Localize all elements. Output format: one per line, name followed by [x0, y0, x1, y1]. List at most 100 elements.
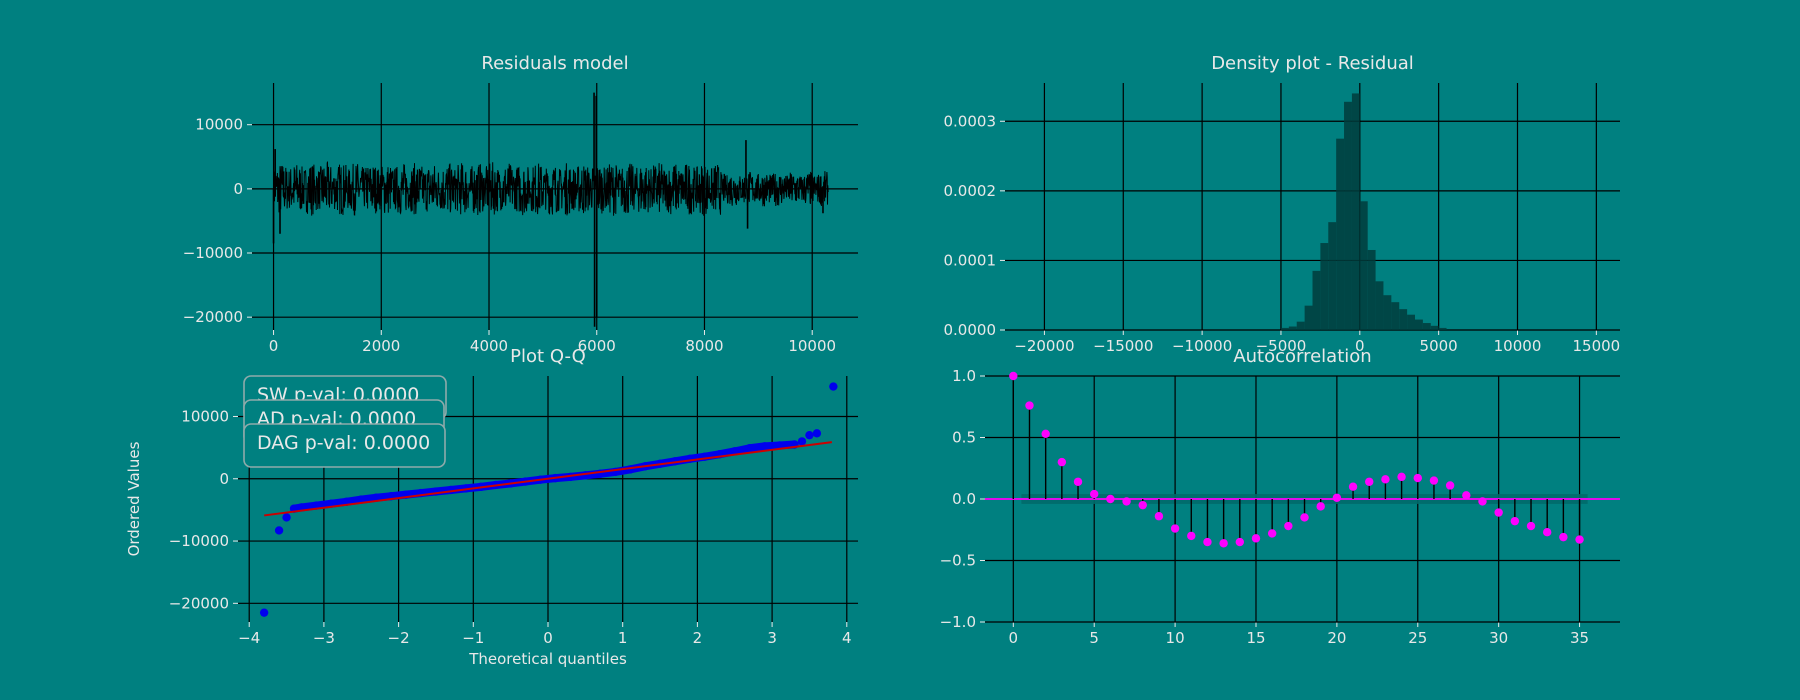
- histogram-bar: [1391, 302, 1400, 330]
- y-tick-label: 0: [233, 180, 243, 198]
- histogram-bar: [1415, 319, 1423, 330]
- qq-point-band: [775, 440, 799, 450]
- stats-label: DAG p-val: 0.0000: [257, 432, 430, 454]
- y-tick-label: 0: [219, 470, 229, 488]
- x-tick-label: 10: [1166, 629, 1185, 647]
- x-tick-label: 8000: [685, 337, 723, 355]
- histogram-bar: [1344, 101, 1352, 330]
- x-tick-label: 0: [543, 629, 553, 647]
- acf-marker: [1267, 529, 1277, 538]
- x-tick-label: 1: [618, 629, 628, 647]
- acf-marker: [1332, 493, 1342, 502]
- acf-marker: [1462, 491, 1471, 500]
- acf-marker: [1251, 534, 1261, 543]
- acf-marker: [1284, 521, 1293, 531]
- histogram-bar: [1383, 295, 1392, 330]
- histogram-bar: [1351, 93, 1360, 331]
- acf-marker: [1575, 535, 1584, 544]
- qq-fit-line: [264, 441, 832, 517]
- acf-marker: [1365, 477, 1374, 486]
- acf-marker: [1445, 481, 1455, 490]
- x-tick-label: 3: [767, 629, 777, 647]
- y-tick-label: 0.0001: [944, 251, 997, 269]
- chart-title: Density plot - Residual: [1211, 53, 1414, 74]
- chart-title: Plot Q-Q: [510, 346, 586, 367]
- qq-axes: −4 −3 −2 −1 0 1 2 3 4 −20000 −10000 0 10000 Plot Q-Q T…: [125, 346, 858, 668]
- x-tick-label: 25: [1408, 629, 1427, 647]
- x-tick-label: 0: [1009, 629, 1019, 647]
- histogram-bar: [1407, 314, 1415, 330]
- qq-point: [805, 430, 814, 440]
- x-tick-label: 6000: [578, 337, 616, 355]
- y-tick-label: 0.5: [952, 429, 976, 447]
- x-tick-label: −3: [313, 629, 335, 647]
- y-tick-label: 10000: [195, 116, 243, 134]
- acf-marker: [1413, 473, 1422, 483]
- acf-marker: [1122, 497, 1131, 506]
- qq-point: [274, 526, 284, 535]
- y-tick-label: −10000: [183, 244, 243, 262]
- y-tick-label: 10000: [181, 407, 229, 425]
- chart-title: Autocorrelation: [1233, 346, 1371, 367]
- acf-marker: [1510, 516, 1520, 526]
- x-tick-label: −10000: [1172, 337, 1232, 355]
- x-tick-label: −4: [238, 629, 260, 647]
- qq-point: [259, 608, 269, 617]
- histogram-bar: [1359, 201, 1368, 330]
- acf-marker: [1041, 429, 1050, 439]
- acf-marker: [1542, 528, 1552, 537]
- density-axes: −20000 −15000 −10000 −5000 0 5000 10000 15000 0.…: [944, 53, 1621, 355]
- acf-marker: [1154, 512, 1164, 521]
- acf-marker: [1009, 371, 1018, 381]
- chart-title: Residuals model: [481, 53, 628, 74]
- acf-marker: [1170, 524, 1180, 533]
- acf-marker: [1073, 477, 1083, 486]
- x-tick-label: 2: [693, 629, 703, 647]
- x-tick-label: 15: [1246, 629, 1265, 647]
- x-tick-label: 30: [1489, 629, 1508, 647]
- acf-marker: [1138, 500, 1147, 510]
- histogram-bar: [1399, 309, 1408, 330]
- y-tick-label: 1.0: [952, 367, 976, 385]
- histogram-bar: [1304, 305, 1313, 330]
- acf-marker: [1300, 513, 1309, 522]
- acf-marker: [1187, 531, 1196, 541]
- y-tick-label: −0.5: [940, 552, 976, 570]
- histogram-bar: [1280, 327, 1289, 330]
- x-tick-label: 20: [1327, 629, 1346, 647]
- acf-marker: [1559, 532, 1568, 542]
- y-tick-label: −1.0: [940, 613, 976, 631]
- histogram-bar: [1438, 327, 1447, 330]
- x-tick-label: −15000: [1093, 337, 1153, 355]
- histogram-bar: [1430, 325, 1439, 330]
- x-tick-label: −5000: [1256, 337, 1307, 355]
- y-tick-label: −10000: [169, 532, 229, 550]
- acf-marker: [1203, 537, 1212, 547]
- histogram-bar: [1367, 249, 1376, 330]
- acf-axes: 0 5 10 15 20 25 30 35 −1.0 −0.5 0.0 0.5 1.0 Autocorre…: [940, 346, 1620, 647]
- x-tick-label: 2000: [362, 337, 400, 355]
- x-tick-label: −1: [462, 629, 484, 647]
- y-tick-label: −20000: [169, 594, 229, 612]
- histogram-bar: [1336, 138, 1345, 330]
- histogram-bar: [1328, 222, 1337, 330]
- acf-marker: [1219, 539, 1228, 548]
- acf-marker: [1348, 482, 1358, 491]
- x-tick-label: 0: [1355, 337, 1365, 355]
- histogram-bar: [1320, 243, 1329, 330]
- residuals-axes: 0 2000 4000 6000 8000 10000 −20000 −10000 0 10000…: [183, 53, 858, 355]
- acf-marker: [1478, 497, 1487, 506]
- acf-marker: [1316, 502, 1325, 511]
- acf-marker: [1090, 489, 1099, 499]
- x-tick-label: 15000: [1572, 337, 1620, 355]
- y-axis-label: Ordered Values: [125, 441, 143, 556]
- x-tick-label: 10000: [1494, 337, 1542, 355]
- histogram-bar: [1296, 321, 1305, 330]
- histogram-bar: [1422, 323, 1431, 330]
- qq-point: [812, 429, 822, 438]
- acf-marker: [1397, 472, 1406, 482]
- y-tick-label: 0.0003: [944, 112, 997, 130]
- qq-point: [797, 437, 807, 446]
- qq-point: [829, 382, 838, 391]
